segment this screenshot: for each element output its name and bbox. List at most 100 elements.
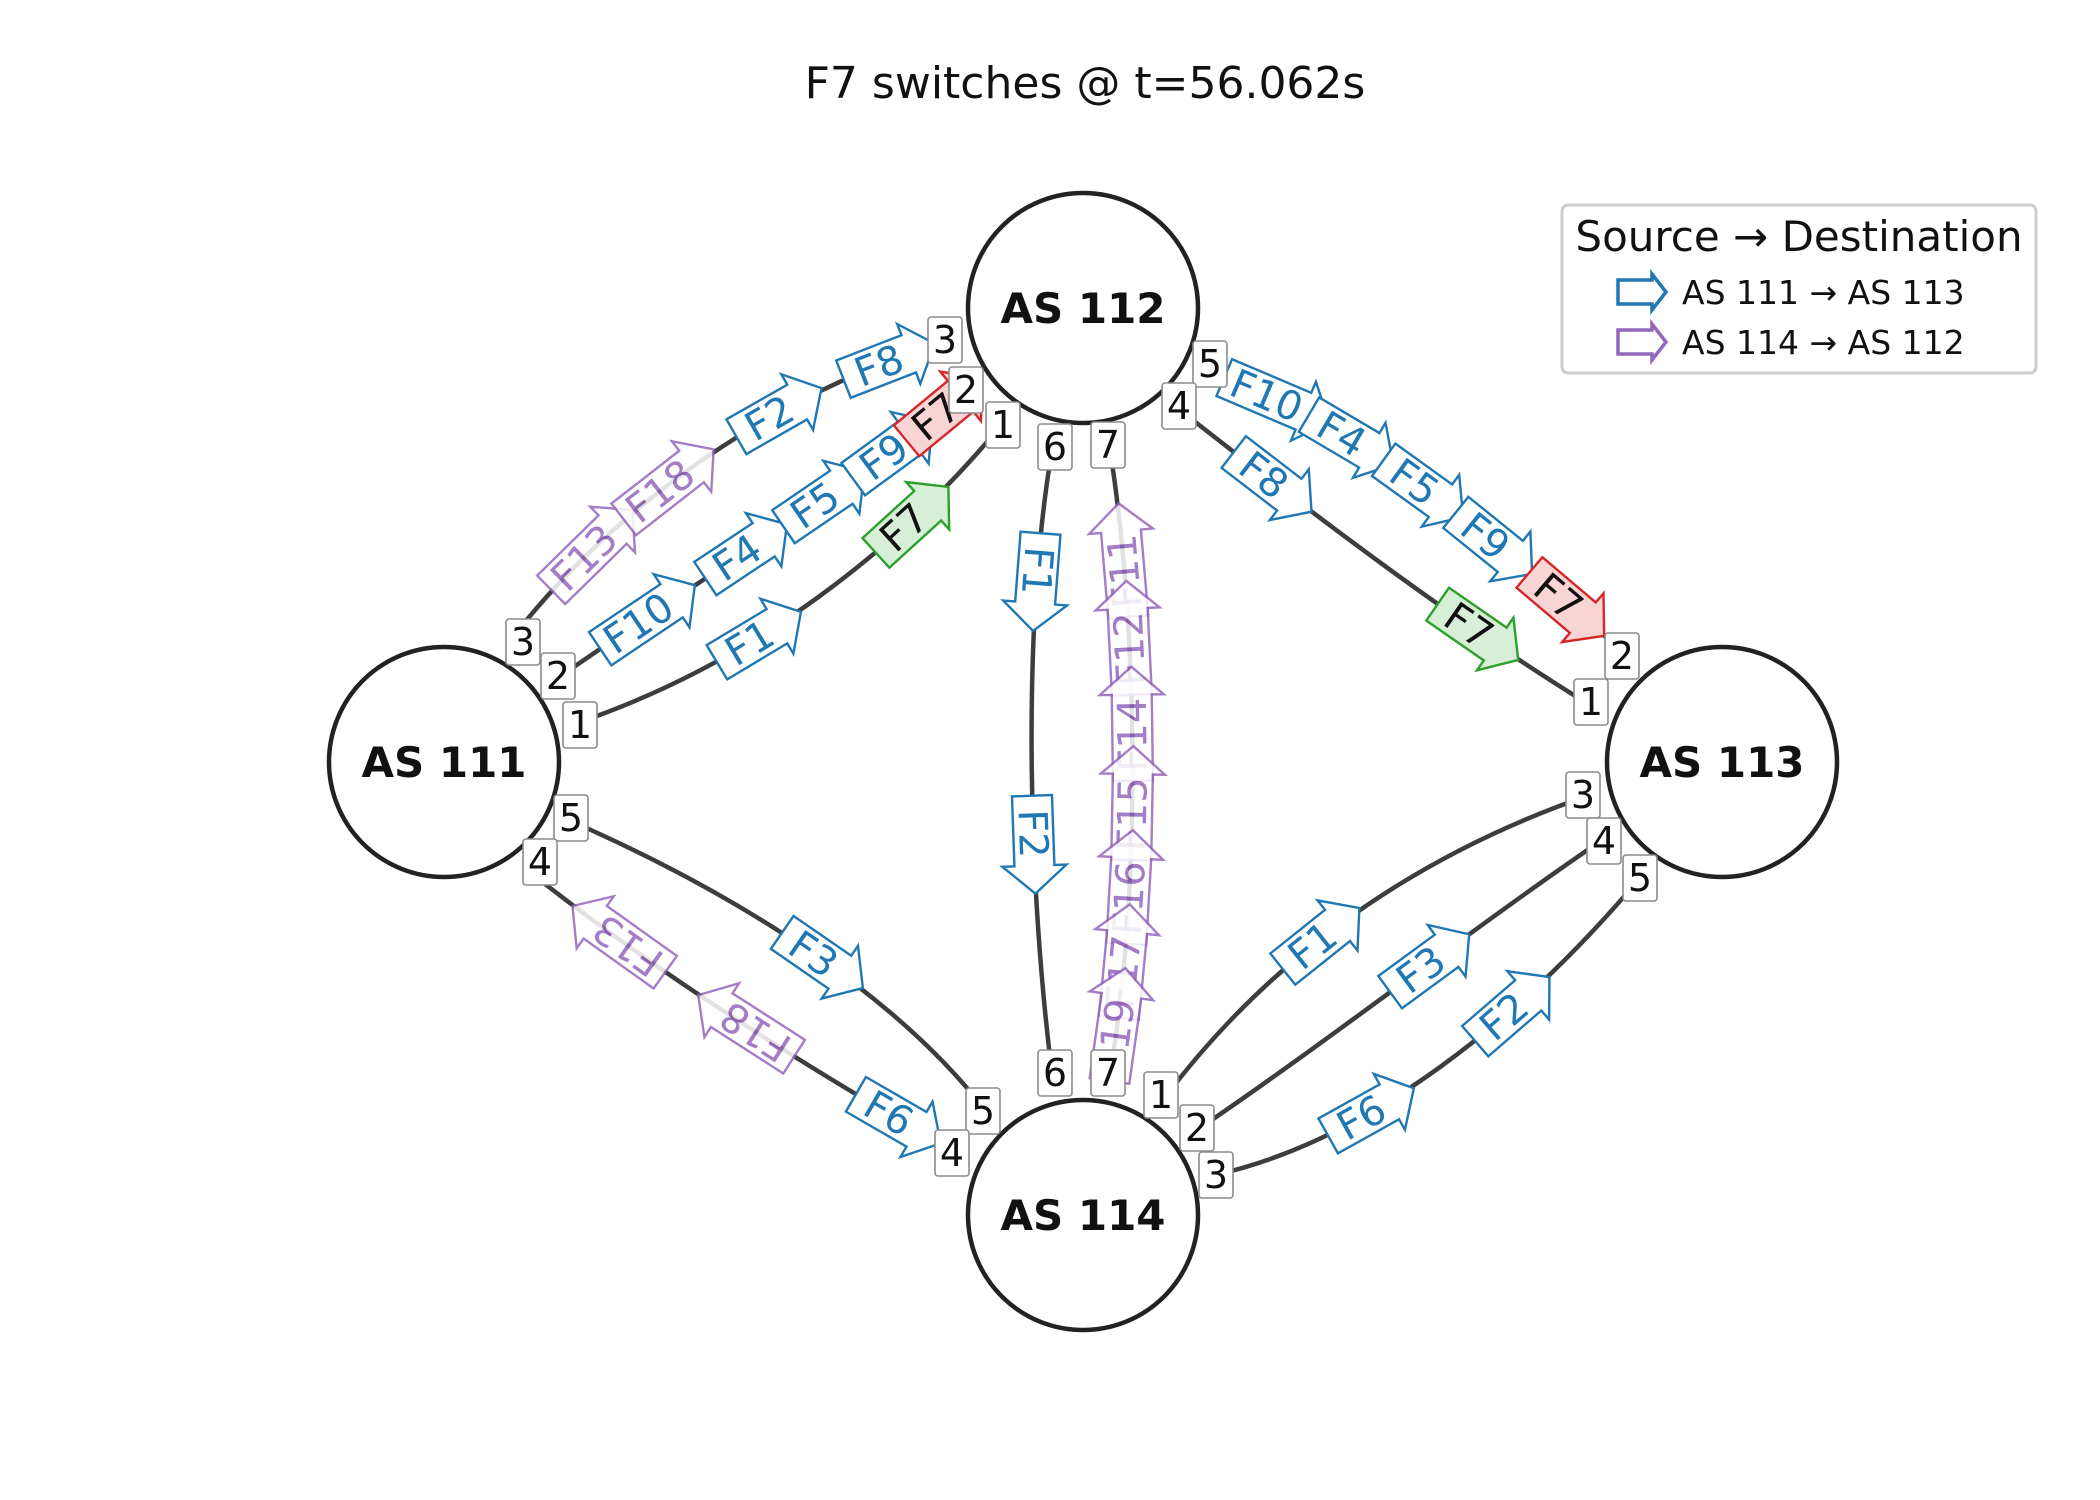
legend-title: Source → Destination — [1575, 212, 2022, 261]
node-circle — [326, 644, 562, 880]
port-box — [505, 618, 541, 666]
legend-label: AS 111 → AS 113 — [1682, 273, 1965, 312]
port-box — [1565, 771, 1601, 819]
legend-entry: AS 111 → AS 113 — [1616, 268, 1965, 316]
flow-arrow-shape — [860, 480, 951, 570]
port-number: 6 — [1043, 425, 1067, 469]
flow-arrow-shape — [1424, 586, 1520, 673]
port-number: 1 — [1579, 680, 1603, 724]
port-label: 1 — [1573, 678, 1609, 726]
port-label: 5 — [965, 1087, 1001, 1135]
node-label: AS 111 — [361, 738, 526, 787]
port-number: 3 — [933, 318, 957, 362]
port-box — [1604, 632, 1640, 680]
port-number: 5 — [971, 1089, 995, 1133]
flow-arrow-f10: F10 — [587, 572, 697, 668]
port-number: 3 — [1571, 773, 1595, 817]
port-label: 3 — [927, 316, 963, 364]
port-label: 1 — [985, 401, 1021, 449]
port-number: 1 — [1149, 1073, 1173, 1117]
diagram-title: F7 switches @ t=56.062s — [805, 58, 1366, 109]
link-l114-113-c — [1214, 876, 1642, 1178]
port-label: 5 — [1622, 854, 1658, 902]
flow-arrow-shape — [587, 572, 697, 668]
flow-arrow-f9: F9 — [1441, 495, 1534, 584]
node-as-114: AS 114 — [965, 1097, 1201, 1333]
port-number: 5 — [1198, 342, 1222, 386]
port-label: 2 — [540, 652, 576, 700]
port-box — [985, 401, 1021, 449]
port-box — [1586, 817, 1622, 865]
flow-arrow-shape — [609, 439, 715, 537]
flow-arrow-shape — [704, 596, 803, 682]
port-box — [1179, 1104, 1215, 1152]
port-number: 6 — [1043, 1051, 1067, 1095]
flow-arrow-shape — [1297, 395, 1395, 480]
flow-arrow-f1: F1 — [1000, 530, 1071, 633]
port-number: 2 — [1610, 634, 1634, 678]
node-as-111: AS 111 — [326, 644, 562, 880]
node-label: AS 113 — [1639, 738, 1804, 787]
flow-arrow-f1: F1 — [1268, 898, 1361, 987]
port-box — [934, 1129, 970, 1177]
port-number: 2 — [954, 368, 978, 412]
port-number: 4 — [940, 1131, 964, 1175]
port-box — [948, 366, 984, 414]
link-l111-112-c — [579, 433, 995, 725]
legend-box — [1560, 203, 2038, 375]
port-label: 2 — [1179, 1104, 1215, 1152]
flow-arrow-f5: F5 — [1370, 441, 1465, 529]
port-label: 1 — [1143, 1071, 1179, 1119]
flow-arrow-shape — [1441, 495, 1534, 584]
flow-arrow-shape — [1316, 1071, 1416, 1155]
flow-arrow-shape — [1370, 441, 1465, 529]
flow-arrow-f12: F12 — [1092, 579, 1163, 697]
flow-arrow-shape — [1376, 923, 1471, 1010]
port-box — [540, 652, 576, 700]
port-label: 7 — [1090, 1049, 1126, 1097]
port-label: 4 — [934, 1129, 970, 1177]
port-number: 7 — [1096, 1051, 1120, 1095]
flow-arrow-shape — [571, 894, 679, 991]
port-box — [1161, 382, 1197, 430]
flow-arrow-f3: F3 — [1376, 923, 1471, 1010]
port-number: 2 — [546, 654, 570, 698]
port-label: 6 — [1037, 423, 1073, 471]
link-l114-113-a — [1161, 792, 1591, 1102]
port-label: 2 — [948, 366, 984, 414]
port-box — [1573, 678, 1609, 726]
node-circle — [965, 190, 1201, 426]
port-label: 4 — [1586, 817, 1622, 865]
legend-entries: AS 111 → AS 113 AS 114 → AS 112 — [1616, 268, 1965, 366]
flow-arrow-f2: F2 — [999, 793, 1070, 896]
port-label: 1 — [562, 701, 598, 749]
flow-arrow-shape — [724, 372, 823, 456]
legend-arrow-icon — [1616, 268, 1669, 316]
flow-arrow-f1: F1 — [704, 596, 803, 682]
legend-arrow-icon — [1616, 318, 1669, 366]
port-box — [1143, 1071, 1179, 1119]
port-box — [562, 701, 598, 749]
port-box — [522, 838, 558, 886]
flow-arrow-shape — [1268, 898, 1361, 987]
port-label: 5 — [1192, 340, 1228, 388]
flow-arrow-shape — [1092, 579, 1163, 697]
port-box — [1198, 1151, 1234, 1199]
flow-arrow-f8: F8 — [834, 321, 937, 400]
port-label: 5 — [553, 794, 589, 842]
flow-arrow-f13: F13 — [571, 894, 679, 991]
node-circle — [965, 1097, 1201, 1333]
port-box — [965, 1087, 1001, 1135]
flow-arrow-f3: F3 — [769, 914, 865, 1001]
port-box — [927, 316, 963, 364]
port-number: 4 — [528, 840, 552, 884]
port-number: 7 — [1096, 423, 1120, 467]
flow-arrow-shape — [692, 511, 789, 597]
port-label: 4 — [522, 838, 558, 886]
flow-arrow-shape — [999, 793, 1070, 896]
port-box — [1622, 854, 1658, 902]
port-box — [1037, 423, 1073, 471]
